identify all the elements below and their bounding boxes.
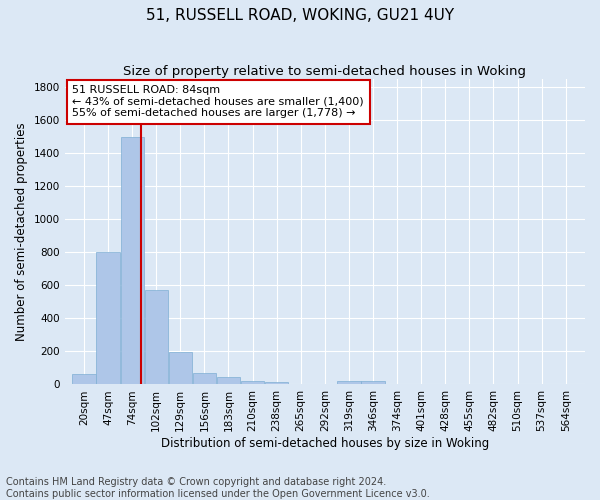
- Bar: [337, 381, 361, 384]
- Bar: [217, 376, 240, 384]
- Text: Contains HM Land Registry data © Crown copyright and database right 2024.
Contai: Contains HM Land Registry data © Crown c…: [6, 478, 430, 499]
- Text: 51 RUSSELL ROAD: 84sqm
← 43% of semi-detached houses are smaller (1,400)
55% of : 51 RUSSELL ROAD: 84sqm ← 43% of semi-det…: [73, 86, 364, 118]
- Title: Size of property relative to semi-detached houses in Woking: Size of property relative to semi-detach…: [124, 65, 526, 78]
- Bar: [361, 381, 385, 384]
- Bar: [169, 352, 192, 384]
- Bar: [265, 382, 288, 384]
- Bar: [241, 381, 264, 384]
- Text: 51, RUSSELL ROAD, WOKING, GU21 4UY: 51, RUSSELL ROAD, WOKING, GU21 4UY: [146, 8, 454, 22]
- Y-axis label: Number of semi-detached properties: Number of semi-detached properties: [15, 122, 28, 341]
- Bar: [97, 252, 119, 384]
- Bar: [73, 374, 95, 384]
- Bar: [145, 290, 168, 384]
- Bar: [193, 373, 216, 384]
- X-axis label: Distribution of semi-detached houses by size in Woking: Distribution of semi-detached houses by …: [161, 437, 489, 450]
- Bar: [121, 137, 144, 384]
